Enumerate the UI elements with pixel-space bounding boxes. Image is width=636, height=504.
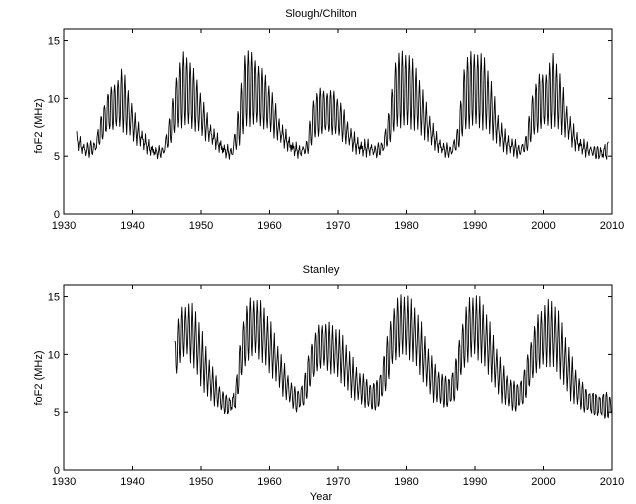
x-tick-label: 1970 xyxy=(326,220,350,232)
y-tick-label: 0 xyxy=(54,209,60,221)
plot-frame xyxy=(63,284,613,471)
x-tick-label: 1970 xyxy=(326,476,350,488)
x-tick-label: 1950 xyxy=(189,220,213,232)
x-tick-label: 1950 xyxy=(189,476,213,488)
chart-title: Stanley xyxy=(303,264,340,276)
y-tick-label: 10 xyxy=(48,349,60,361)
series-layer xyxy=(174,294,612,419)
x-tick-label: 1990 xyxy=(463,476,487,488)
chart-title: Slough/Chilton xyxy=(285,8,357,20)
x-tick-label: 2000 xyxy=(531,476,555,488)
x-tick-label: 1960 xyxy=(257,476,281,488)
x-tick-label: 1930 xyxy=(52,476,76,488)
x-tick-label: 1960 xyxy=(257,220,281,232)
y-axis-label: foF2 (MHz) xyxy=(33,351,45,406)
plot-frame xyxy=(63,28,613,215)
x-tick-label: 1980 xyxy=(394,476,418,488)
series-layer xyxy=(76,50,609,160)
x-tick-label: 1990 xyxy=(463,220,487,232)
x-tick-label: 1980 xyxy=(394,220,418,232)
series-line xyxy=(76,50,609,160)
axes-layer: 1930 1940 1950 1960 1970 1980 1990 2000 2010 0 5 10… xyxy=(48,285,624,488)
x-tick-label: 2010 xyxy=(600,220,624,232)
y-tick-label: 5 xyxy=(54,151,60,163)
y-axis-label: foF2 (MHz) xyxy=(33,99,45,154)
chart-slough-chilton: Slough/Chilton foF2 (MHz) 1930 1940 1950 19… xyxy=(33,8,624,232)
x-axis-label: Year xyxy=(310,491,333,503)
y-tick-label: 15 xyxy=(48,36,60,48)
x-tick-label: 2000 xyxy=(531,220,555,232)
axes-layer: 1930 1940 1950 1960 1970 1980 1990 2000 2010 0 5 10… xyxy=(48,29,624,232)
x-tick-label: 2010 xyxy=(600,476,624,488)
y-tick-label: 15 xyxy=(48,292,60,304)
x-tick-label: 1940 xyxy=(120,476,144,488)
x-tick-label: 1940 xyxy=(120,220,144,232)
y-tick-label: 10 xyxy=(48,93,60,105)
x-tick-label: 1930 xyxy=(52,220,76,232)
chart-stanley: Stanley foF2 (MHz) Year 1930 1940 1950 1960… xyxy=(33,264,624,503)
series-line xyxy=(174,294,612,419)
y-tick-label: 5 xyxy=(54,407,60,419)
y-tick-label: 0 xyxy=(54,465,60,477)
